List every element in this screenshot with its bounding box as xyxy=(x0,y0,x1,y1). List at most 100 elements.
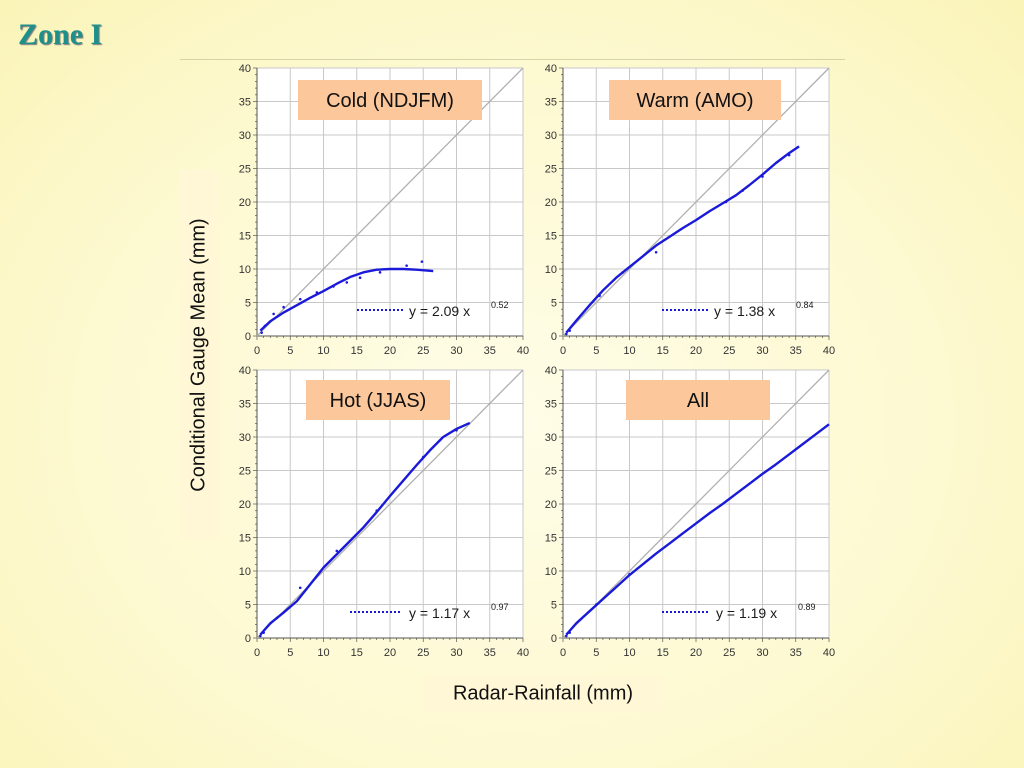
data-point xyxy=(654,250,658,254)
data-point xyxy=(724,200,728,204)
data-point xyxy=(565,634,568,638)
y-tick-label: 25 xyxy=(545,466,557,478)
y-tick-label: 20 xyxy=(545,197,557,209)
y-tick-label: 10 xyxy=(545,264,557,276)
y-tick-label: 25 xyxy=(239,164,251,176)
panel-label-box xyxy=(306,380,450,420)
data-point xyxy=(275,616,279,620)
x-tick-label: 35 xyxy=(484,345,496,357)
data-point xyxy=(787,153,791,157)
x-tick-label: 10 xyxy=(317,647,329,659)
data-point xyxy=(455,429,458,432)
x-tick-label: 5 xyxy=(287,345,293,357)
fit-exponent: 0.89 xyxy=(798,602,816,612)
x-tick-label: 40 xyxy=(517,647,529,659)
data-point xyxy=(378,271,382,274)
x-axis-label-box xyxy=(423,676,663,712)
y-tick-label: 35 xyxy=(239,97,251,109)
panel-label-box xyxy=(298,80,482,120)
data-point xyxy=(335,549,339,553)
fit-curve xyxy=(259,267,434,332)
data-point xyxy=(628,573,631,576)
fit-exponent: 0.84 xyxy=(796,300,814,310)
x-tick-label: 20 xyxy=(384,345,396,357)
y-tick-label: 35 xyxy=(545,97,557,109)
y-tick-label: 5 xyxy=(551,600,557,612)
data-point xyxy=(375,509,379,512)
y-tick-label: 10 xyxy=(239,264,251,276)
data-point xyxy=(420,260,424,263)
data-point xyxy=(282,305,285,309)
y-tick-label: 10 xyxy=(239,566,251,578)
x-tick-label: 10 xyxy=(317,345,329,357)
y-tick-label: 20 xyxy=(239,499,251,511)
data-point xyxy=(332,285,335,288)
data-point xyxy=(272,312,275,316)
y-tick-label: 10 xyxy=(545,566,557,578)
y-tick-label: 40 xyxy=(545,63,557,75)
x-tick-label: 25 xyxy=(417,345,429,357)
x-tick-label: 30 xyxy=(756,345,768,357)
x-tick-label: 15 xyxy=(657,647,669,659)
panel-cold-ndjfm: 0 5 10 15 20 25 30 35 40 0 5 10 15 20 25 30 35 40 Cold (ND… xyxy=(239,63,529,357)
data-point xyxy=(358,276,362,280)
y-tick-label: 25 xyxy=(239,466,251,478)
data-point xyxy=(741,189,744,192)
panel-all: 0 5 10 15 20 25 30 35 40 0 5 10 15 20 25 30 35 40 All y = 1… xyxy=(545,365,835,659)
y-tick-label: 0 xyxy=(245,331,251,343)
panel-label: All xyxy=(687,390,709,412)
data-point xyxy=(598,294,601,298)
x-tick-label: 0 xyxy=(560,345,566,357)
fit-equation: y = 2.09 x xyxy=(409,303,470,319)
fit-equation: y = 1.38 x xyxy=(714,303,775,319)
fit-curve xyxy=(259,421,471,636)
y-axis-label-box xyxy=(180,170,219,540)
x-axis-label: Radar-Rainfall (mm) xyxy=(452,682,634,705)
x-tick-label: 20 xyxy=(690,647,702,659)
data-point xyxy=(260,331,263,334)
x-tick-label: 35 xyxy=(790,647,802,659)
data-point xyxy=(565,332,568,336)
x-tick-label: 25 xyxy=(417,647,429,659)
data-point xyxy=(298,297,302,301)
fit-equation: y = 1.17 x xyxy=(409,605,470,621)
panel-label-box xyxy=(626,380,770,420)
y-tick-label: 15 xyxy=(545,231,557,243)
y-tick-label: 40 xyxy=(239,365,251,377)
data-point xyxy=(761,175,764,178)
y-tick-label: 25 xyxy=(545,164,557,176)
panel-label: Cold (NDJFM) xyxy=(326,90,454,112)
panel-label: Hot (JJAS) xyxy=(330,390,427,412)
panel-label: Warm (AMO) xyxy=(636,90,753,112)
data-point xyxy=(298,586,302,590)
x-tick-label: 15 xyxy=(351,647,363,659)
one-to-one-line xyxy=(256,369,524,639)
data-point xyxy=(259,634,262,638)
x-tick-label: 10 xyxy=(623,647,635,659)
x-tick-label: 15 xyxy=(657,345,669,357)
x-tick-label: 40 xyxy=(823,345,835,357)
fit-equation: y = 1.19 x xyxy=(716,605,777,621)
y-tick-label: 40 xyxy=(239,63,251,75)
y-tick-label: 20 xyxy=(239,197,251,209)
y-tick-label: 35 xyxy=(239,399,251,411)
fit-curve xyxy=(565,145,800,334)
panel-warm-amo: 0 5 10 15 20 25 30 35 40 0 5 10 15 20 25 30 35 40 Warm (AM… xyxy=(545,63,835,357)
y-tick-label: 30 xyxy=(239,432,251,444)
x-tick-label: 35 xyxy=(484,647,496,659)
fit-exponent: 0.97 xyxy=(491,602,509,612)
y-tick-label: 20 xyxy=(545,499,557,511)
x-tick-label: 10 xyxy=(623,345,635,357)
x-tick-label: 0 xyxy=(560,647,566,659)
y-tick-label: 5 xyxy=(245,298,251,310)
y-tick-label: 15 xyxy=(239,231,251,243)
fit-exponent: 0.52 xyxy=(491,300,509,310)
x-tick-label: 30 xyxy=(756,647,768,659)
y-tick-label: 15 xyxy=(239,533,251,545)
y-tick-label: 5 xyxy=(245,600,251,612)
x-tick-label: 0 xyxy=(254,647,260,659)
y-tick-label: 35 xyxy=(545,399,557,411)
x-tick-label: 30 xyxy=(450,647,462,659)
y-tick-label: 0 xyxy=(551,331,557,343)
